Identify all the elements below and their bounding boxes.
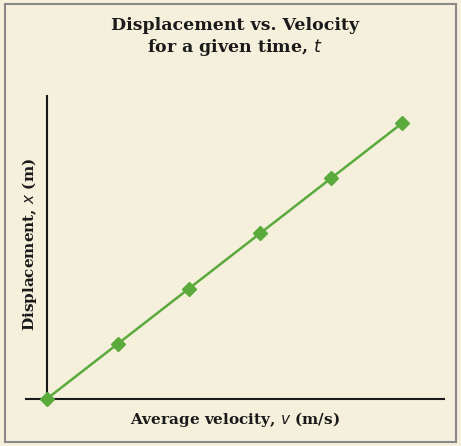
- Title: Displacement vs. Velocity
for a given time, $\mathit{t}$: Displacement vs. Velocity for a given ti…: [111, 17, 359, 58]
- X-axis label: Average velocity, $\mathit{v}$ (m/s): Average velocity, $\mathit{v}$ (m/s): [130, 410, 340, 429]
- Y-axis label: Displacement, $\mathit{x}$ (m): Displacement, $\mathit{x}$ (m): [20, 158, 39, 331]
